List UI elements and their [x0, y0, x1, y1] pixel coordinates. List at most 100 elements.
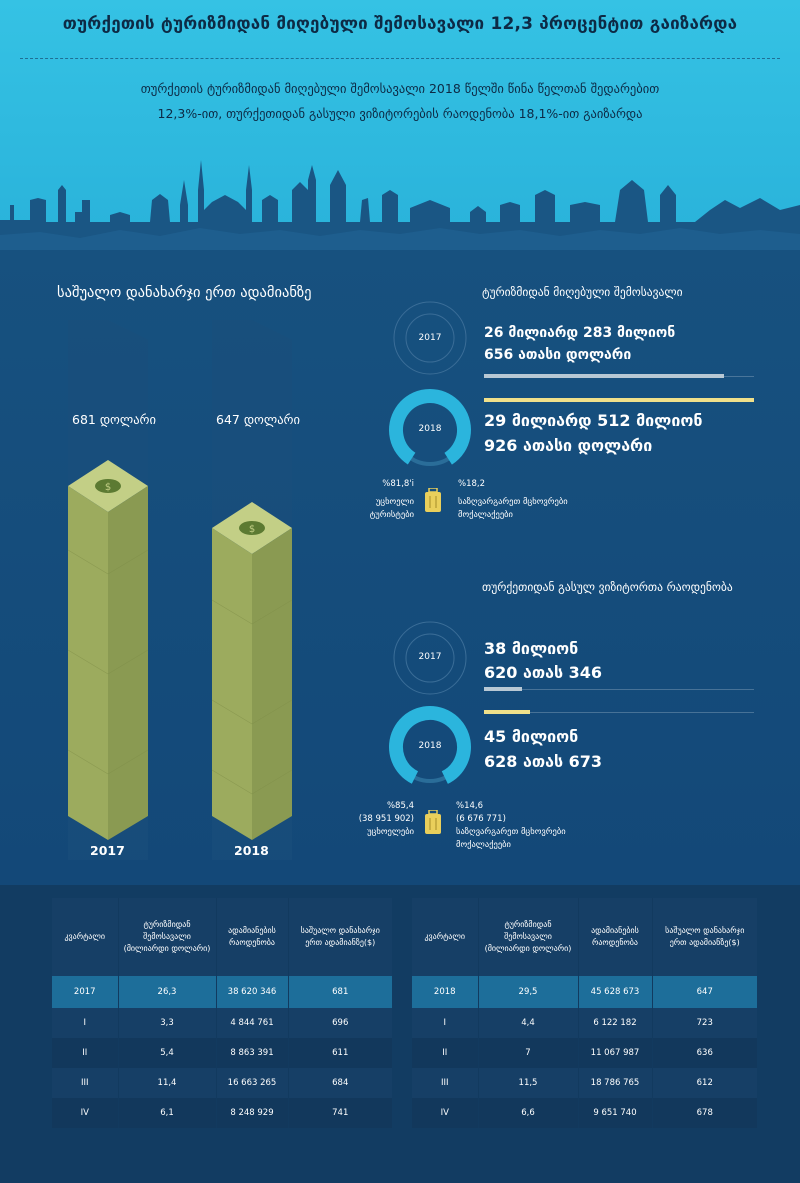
cell: 3,3: [118, 1008, 217, 1038]
subtitle-line-1: თურქეთის ტურიზმიდან მიღებული შემოსავალი …: [140, 81, 660, 96]
cell: 45 628 673: [578, 976, 653, 1008]
visitors-2017-line1: 38 მილიონ: [484, 639, 579, 658]
money-stack-2017: $: [67, 460, 149, 840]
revenue-foreign-label: უცხოელი ტურისტები: [346, 496, 414, 522]
svg-text:$: $: [105, 482, 111, 493]
table-row: II 7 11 067 987 636: [412, 1038, 757, 1068]
cell: 2017: [52, 976, 119, 1008]
cell: 8 248 929: [216, 1098, 289, 1128]
visitors-2018-line1: 45 მილიონ: [484, 727, 579, 746]
avg-spending-2017-label: 681 დოლარი: [72, 412, 156, 427]
cell: III: [412, 1068, 479, 1098]
cell: I: [412, 1008, 479, 1038]
money-stack-2018: $: [211, 502, 293, 840]
revenue-ring-2017-year: 2017: [418, 333, 442, 343]
cell: 612: [696, 1078, 713, 1088]
avg-spending-heading: საშუალო დანახარჯი ერთ ადამიანზე: [57, 285, 312, 301]
header-people: ადამიანების რაოდენობა: [578, 898, 653, 976]
table-header-row: კვარტალი ტურიზმიდან შემოსავალი (მილიარდი…: [52, 898, 392, 976]
cell: 741: [288, 1098, 392, 1128]
header-revenue: ტურიზმიდან შემოსავალი (მილიარდი დოლარი): [478, 898, 579, 976]
header-revenue: ტურიზმიდან შემოსავალი (მილიარდი დოლარი): [118, 898, 217, 976]
donut-visitors-2018: [389, 706, 471, 788]
dollar-icon: [95, 479, 121, 493]
header-quarter: კვარტალი: [52, 898, 119, 976]
donut-share-arc: [389, 706, 471, 788]
svg-text:$: $: [249, 524, 255, 535]
cell: 6,1: [118, 1098, 217, 1128]
cell: 26,3: [118, 976, 217, 1008]
cell: 29,5: [478, 976, 579, 1008]
revenue-abroad-pct: %18,2: [458, 479, 486, 489]
visitors-bar-track-2018: [484, 712, 754, 713]
revenue-ring-2018-year: 2018: [418, 424, 442, 434]
cell: 647: [652, 976, 757, 1008]
cell: 678: [652, 1098, 757, 1128]
cell: 6 122 182: [578, 1008, 653, 1038]
cell: 4 844 761: [216, 1008, 289, 1038]
donut-share-arc: [389, 389, 471, 471]
page-subtitle: თურქეთის ტურიზმიდან მიღებული შემოსავალი …: [40, 76, 760, 126]
visitors-2017-line2: 620 ათას 346: [484, 663, 602, 682]
revenue-abroad-label-1: საზღვარგარეთ მცხოვრები: [458, 497, 568, 507]
table-row: III 11,4 16 663 265 684: [52, 1068, 392, 1098]
revenue-2018-line2: 926 ათასი დოლარი: [484, 436, 653, 455]
page-title: თურქეთის ტურიზმიდან მიღებული შემოსავალი …: [62, 14, 738, 34]
cell: 723: [696, 1018, 713, 1028]
ring-revenue-2017: [393, 301, 467, 375]
revenue-2018-line1: 29 მილიარდ 512 მილიონ: [484, 411, 703, 430]
visitors-abroad-count: (6 676 771): [456, 814, 506, 824]
cell: 11 067 987: [578, 1038, 653, 1068]
revenue-abroad-label-2: მოქალაქეები: [458, 510, 513, 520]
cell: 5,4: [118, 1038, 217, 1068]
visitors-2018-line2: 628 ათას 673: [484, 752, 602, 771]
header-avg: საშუალო დანახარჯი ერთ ადამიანზე($): [300, 926, 380, 947]
table-row: IV 6,1 8 248 929 741: [52, 1098, 392, 1128]
suitcase-icon: [425, 488, 441, 512]
cell: 681: [288, 976, 392, 1008]
table-header-row: კვარტალი ტურიზმიდან შემოსავალი (მილიარდი…: [412, 898, 757, 976]
year-2017-label: 2017: [90, 843, 125, 858]
visitors-abroad-label-2: მოქალაქეები: [456, 840, 511, 850]
revenue-foreign-label-2: ტურისტები: [369, 510, 414, 520]
revenue-bar-2017: [484, 374, 725, 378]
visitors-foreign-count: (38 951 902): [358, 814, 414, 824]
cell: 11,4: [118, 1068, 217, 1098]
cell: III: [52, 1068, 119, 1098]
cell: 684: [332, 1078, 349, 1088]
visitors-foreign-stats: %85,4 (38 951 902) უცხოელები: [346, 800, 414, 839]
revenue-2017-line2: 656 ათასი დოლარი: [484, 347, 632, 363]
cell: 8 863 391: [216, 1038, 289, 1068]
cell: 636: [652, 1038, 757, 1068]
table-row: II 5,4 8 863 391 611: [52, 1038, 392, 1068]
visitors-abroad-stats: %14,6 (6 676 771) საზღვარგარეთ მცხოვრები…: [456, 800, 566, 852]
dollar-icon: [239, 521, 265, 535]
avg-spending-2018-label: 647 დოლარი: [216, 412, 300, 427]
subtitle-line-2: 12,3%-ით, თურქეთიდან გასული ვიზიტორების …: [157, 106, 643, 121]
cell: 611: [288, 1038, 392, 1068]
table-row: IV 6,6 9 651 740 678: [412, 1098, 757, 1128]
cell: IV: [412, 1098, 479, 1128]
quarterly-table-2017: კვარტალი ტურიზმიდან შემოსავალი (მილიარდი…: [52, 898, 392, 1128]
visitors-ring-2017-year: 2017: [418, 652, 442, 662]
ring-visitors-2017: [393, 621, 467, 695]
table-row-total: 2017 26,3 38 620 346 681: [52, 976, 392, 1008]
visitors-foreign-pct: %85,4: [386, 801, 414, 811]
money-stack-chart: $ $: [67, 320, 293, 860]
revenue-bar-2018: [484, 398, 754, 402]
visitors-bar-2018: [484, 710, 530, 714]
visitors-ring-2018-year: 2018: [418, 741, 442, 751]
visitors-heading: თურქეთიდან გასულ ვიზიტორთა რაოდენობა: [482, 580, 733, 594]
visitors-foreign-label: უცხოელები: [367, 827, 414, 837]
donut-revenue-2018: [389, 389, 471, 471]
revenue-foreign-pct: %81,8'i: [382, 479, 414, 489]
cell: 2018: [412, 976, 479, 1008]
cell: I: [52, 1008, 119, 1038]
cell: 7: [478, 1038, 579, 1068]
cell: 696: [332, 1018, 349, 1028]
title-divider: [20, 58, 780, 59]
table-row: I 3,3 4 844 761 696: [52, 1008, 392, 1038]
table-row: I 4,4 6 122 182 723: [412, 1008, 757, 1038]
header-people: ადამიანების რაოდენობა: [216, 898, 289, 976]
cell: 6,6: [478, 1098, 579, 1128]
